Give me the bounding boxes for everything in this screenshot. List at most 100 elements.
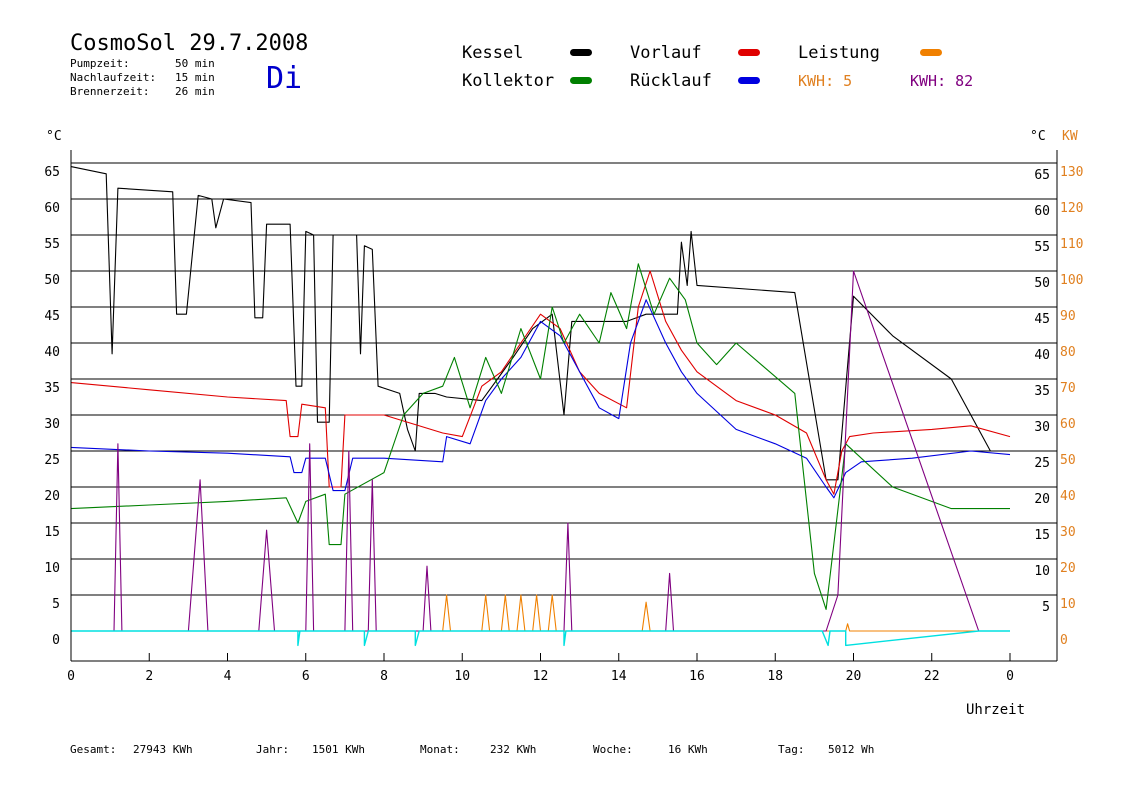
footer-tag-value: 5012 Wh — [828, 743, 874, 756]
y-tick-kw-100: 100 — [1060, 273, 1083, 288]
series-line-r-cklauf — [70, 299, 1011, 499]
legend-label-leistung: Leistung — [798, 43, 880, 63]
x-tick-label-0: 0 — [67, 669, 75, 684]
footer-gesamt-value: 27943 KWh — [133, 743, 193, 756]
footer-woche-label: Woche: — [593, 743, 633, 756]
y-tick-left-20: 20 — [44, 489, 60, 504]
y-tick-left-45: 45 — [44, 309, 60, 324]
y-tick-left-55: 55 — [44, 237, 60, 252]
y-tick-right-20: 20 — [1034, 492, 1050, 507]
series-line-kollektor — [70, 263, 1010, 610]
y-tick-left-50: 50 — [44, 273, 60, 288]
right-axis-unit-kw: KW — [1062, 129, 1078, 144]
y-tick-left-25: 25 — [44, 453, 60, 468]
y-tick-right-5: 5 — [1042, 600, 1050, 615]
x-tick-label-5: 10 — [454, 669, 470, 684]
legend-label-kollektor: Kollektor — [462, 71, 554, 91]
stat-value-brennerzeit: 26 min — [175, 85, 215, 98]
legend-label-ruecklauf: Rücklauf — [630, 71, 712, 91]
y-tick-left-10: 10 — [44, 561, 60, 576]
series-line-vorlauf — [70, 270, 1011, 495]
y-tick-kw-120: 120 — [1060, 201, 1083, 216]
y-tick-right-25: 25 — [1034, 456, 1050, 471]
y-tick-kw-110: 110 — [1060, 237, 1083, 252]
x-tick-label-11: 22 — [924, 669, 940, 684]
y-tick-left-5: 5 — [52, 597, 60, 612]
series-line-kessel — [70, 166, 1010, 481]
y-tick-left-35: 35 — [44, 381, 60, 396]
x-tick-label-12: 0 — [1006, 669, 1014, 684]
y-tick-labels-kw: 0 10 20 30 40 50 60 70 80 90 100 110 120 130 — [1060, 165, 1083, 648]
stat-value-pumpzeit: 50 min — [175, 57, 215, 70]
y-tick-kw-50: 50 — [1060, 453, 1076, 468]
y-tick-left-65: 65 — [44, 165, 60, 180]
stat-value-nachlaufzeit: 15 min — [175, 71, 215, 84]
x-axis-label: Uhrzeit — [966, 702, 1025, 718]
footer-tag-label: Tag: — [778, 743, 805, 756]
y-tick-right-60: 60 — [1034, 204, 1050, 219]
x-tick-label-7: 14 — [611, 669, 627, 684]
x-tick-label-4: 8 — [380, 669, 388, 684]
legend: Kessel Vorlauf Leistung Kollektor Rückla… — [462, 43, 973, 91]
footer-totals: Gesamt: 27943 KWh Jahr: 1501 KWh Monat: … — [70, 743, 874, 756]
y-tick-kw-90: 90 — [1060, 309, 1076, 324]
footer-monat-value: 232 KWh — [490, 743, 536, 756]
legend-label-vorlauf: Vorlauf — [630, 43, 702, 63]
footer-gesamt-label: Gesamt: — [70, 743, 116, 756]
y-tick-left-15: 15 — [44, 525, 60, 540]
y-tick-kw-60: 60 — [1060, 417, 1076, 432]
y-tick-right-55: 55 — [1034, 240, 1050, 255]
y-tick-right-50: 50 — [1034, 276, 1050, 291]
y-tick-kw-0: 0 — [1060, 633, 1068, 648]
axes-frame — [70, 150, 1058, 662]
y-tick-left-40: 40 — [44, 345, 60, 360]
y-tick-left-30: 30 — [44, 417, 60, 432]
series-line-leistung — [71, 594, 1010, 632]
legend-swatch-vorlauf — [738, 49, 760, 56]
kwh-purple-label: KWH: 82 — [910, 72, 973, 90]
y-tick-labels-left: 0 5 10 15 20 25 30 35 40 45 50 55 60 65 — [44, 165, 60, 648]
x-tick-label-6: 12 — [533, 669, 549, 684]
y-tick-right-65: 65 — [1034, 168, 1050, 183]
legend-swatch-kessel — [570, 49, 592, 56]
y-tick-right-15: 15 — [1034, 528, 1050, 543]
y-tick-labels-right: 5 10 15 20 25 30 35 40 45 50 55 60 65 — [1034, 168, 1050, 615]
legend-swatch-ruecklauf — [738, 77, 760, 84]
stats-block: Pumpzeit: 50 min Nachlaufzeit: 15 min Br… — [70, 57, 215, 98]
series-line-pumpe — [71, 630, 1010, 647]
series-lines — [70, 166, 1011, 647]
right-axis-unit-c: °C — [1030, 129, 1046, 144]
x-tick-labels: 0 2 4 6 8 10 12 14 16 18 20 22 0 — [67, 669, 1014, 684]
y-tick-right-45: 45 — [1034, 312, 1050, 327]
y-tick-kw-40: 40 — [1060, 489, 1076, 504]
x-tick-label-9: 18 — [767, 669, 783, 684]
stat-label-brennerzeit: Brennerzeit: — [70, 85, 149, 98]
grid-lines — [71, 162, 1057, 596]
legend-label-kessel: Kessel — [462, 43, 523, 63]
y-tick-right-10: 10 — [1034, 564, 1050, 579]
x-tick-label-8: 16 — [689, 669, 705, 684]
day-label: Di — [266, 61, 302, 96]
legend-swatch-kollektor — [570, 77, 592, 84]
y-tick-kw-30: 30 — [1060, 525, 1076, 540]
y-tick-left-60: 60 — [44, 201, 60, 216]
footer-jahr-value: 1501 KWh — [312, 743, 365, 756]
chart-title: CosmoSol 29.7.2008 — [70, 31, 308, 56]
y-tick-kw-70: 70 — [1060, 381, 1076, 396]
stat-label-nachlaufzeit: Nachlaufzeit: — [70, 71, 156, 84]
stat-label-pumpzeit: Pumpzeit: — [70, 57, 130, 70]
y-tick-kw-130: 130 — [1060, 165, 1083, 180]
kwh-orange-label: KWH: 5 — [798, 72, 852, 90]
footer-monat-label: Monat: — [420, 743, 460, 756]
x-tick-label-3: 6 — [302, 669, 310, 684]
footer-woche-value: 16 KWh — [668, 743, 708, 756]
legend-swatch-leistung — [920, 49, 942, 56]
y-tick-left-0: 0 — [52, 633, 60, 648]
y-tick-right-30: 30 — [1034, 420, 1050, 435]
y-tick-kw-80: 80 — [1060, 345, 1076, 360]
footer-jahr-label: Jahr: — [256, 743, 289, 756]
y-tick-kw-20: 20 — [1060, 561, 1076, 576]
y-tick-right-35: 35 — [1034, 384, 1050, 399]
left-axis-unit: °C — [46, 129, 62, 144]
